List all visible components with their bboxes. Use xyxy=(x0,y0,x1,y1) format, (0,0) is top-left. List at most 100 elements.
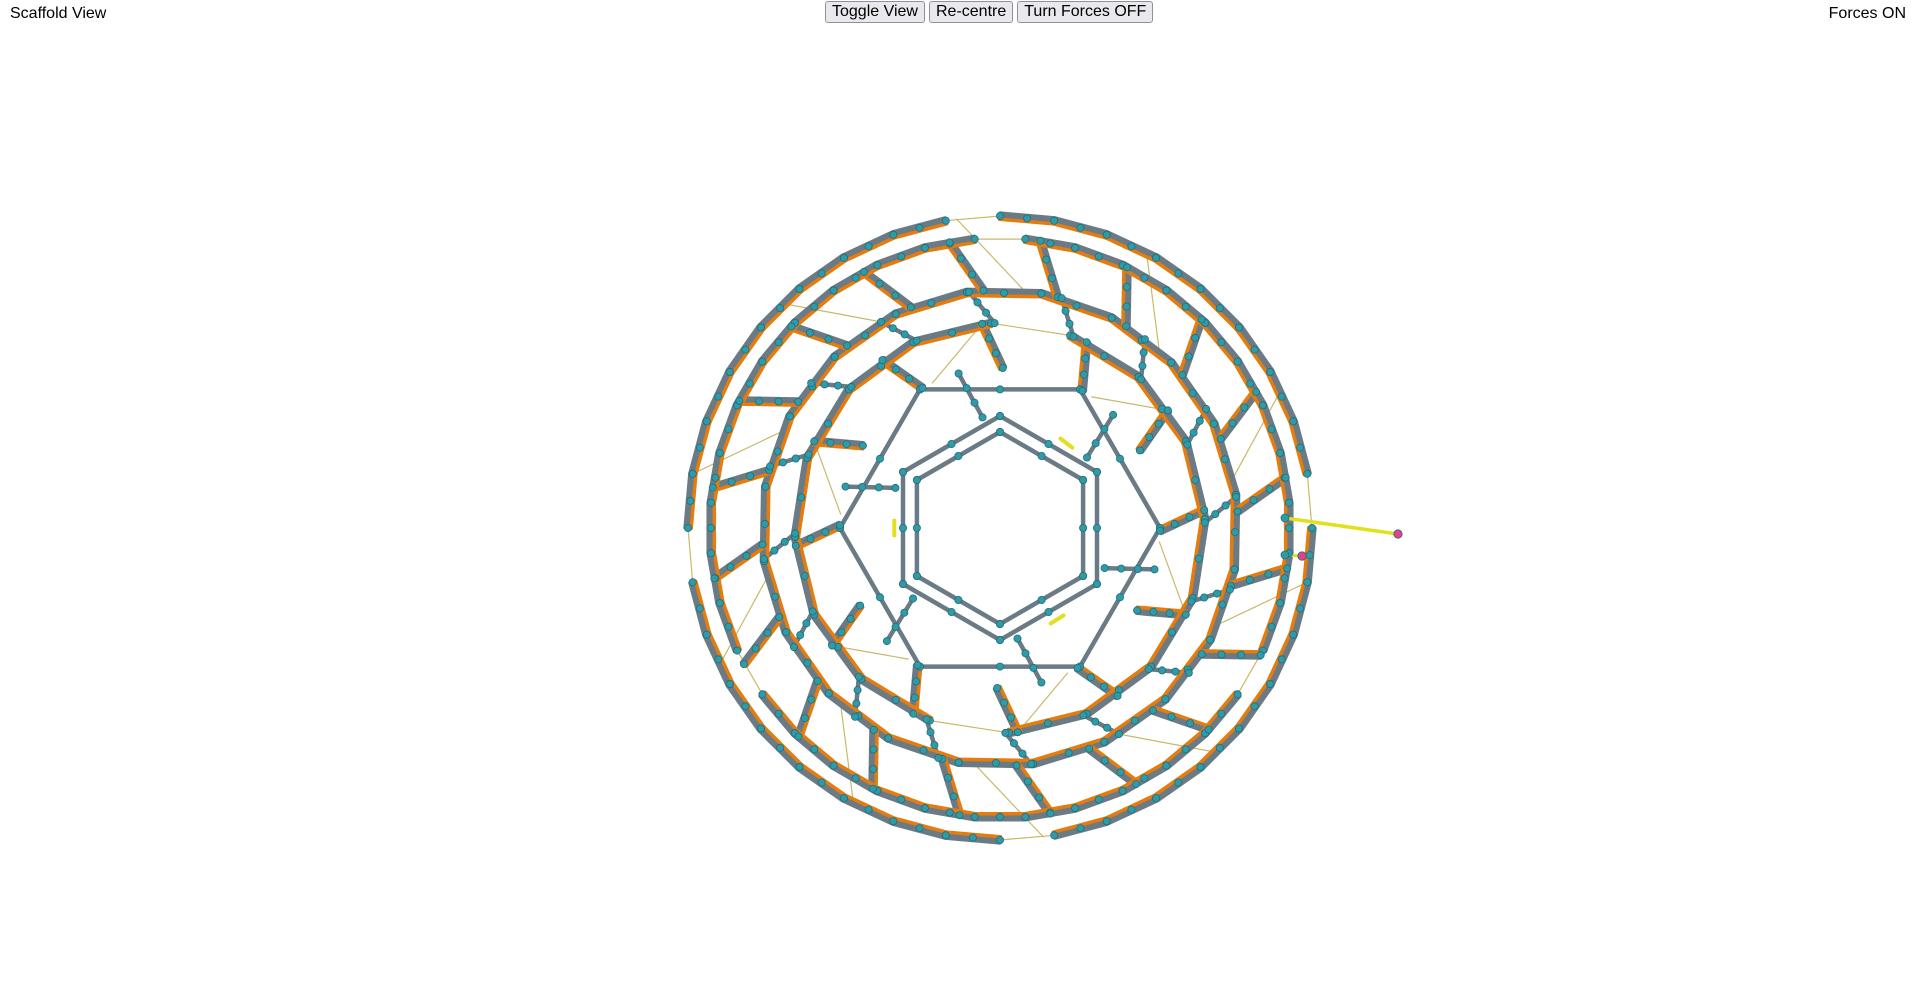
nucleotide xyxy=(948,328,957,337)
staple-segment xyxy=(1216,388,1256,439)
backbone-segment xyxy=(1218,389,1259,442)
backbone-segment xyxy=(796,678,820,739)
nucleotide xyxy=(817,778,826,787)
nucleotide xyxy=(688,578,697,587)
nucleotide xyxy=(830,352,839,361)
nucleotide xyxy=(1154,419,1163,428)
nucleotide xyxy=(1001,728,1010,737)
nucleotide xyxy=(889,817,898,826)
recentre-button[interactable]: Re-centre xyxy=(928,1,1014,23)
nucleotide xyxy=(858,441,867,450)
nucleotide xyxy=(968,833,977,842)
nucleotide xyxy=(1393,529,1403,539)
backbone-segment xyxy=(947,240,986,293)
nucleotide xyxy=(800,714,809,723)
staple-segment xyxy=(812,442,865,451)
toggle-view-button[interactable]: Toggle View xyxy=(825,1,925,23)
nucleotide xyxy=(1284,498,1293,507)
nucleotide xyxy=(1266,680,1275,689)
nucleotide xyxy=(808,607,817,616)
nucleotide xyxy=(833,381,842,390)
backbone-segment xyxy=(1199,651,1263,658)
nucleotide xyxy=(996,385,1005,394)
backbone-segment xyxy=(1015,636,1044,685)
backbone-segment xyxy=(863,267,915,307)
backbone-segment xyxy=(1127,265,1132,328)
nucleotide xyxy=(922,715,931,724)
nucleotide xyxy=(851,774,860,783)
nucleotide xyxy=(1250,345,1259,354)
crossover-link xyxy=(736,649,764,695)
nucleotide xyxy=(776,304,785,313)
staple-segment xyxy=(1200,649,1263,654)
nucleotide xyxy=(791,541,800,550)
nucleotide xyxy=(1069,332,1078,341)
backbone-segment xyxy=(737,398,801,405)
nucleotide xyxy=(763,628,772,637)
nucleotide xyxy=(1083,453,1092,462)
nucleotide xyxy=(684,524,693,533)
nucleotide xyxy=(1258,401,1267,410)
staple-segment xyxy=(874,728,879,791)
nucleotide xyxy=(807,379,816,388)
nucleotide xyxy=(944,773,953,782)
nucleotide xyxy=(1217,709,1226,718)
nucleotide xyxy=(771,592,780,601)
nucleotide xyxy=(1116,454,1125,463)
nucleotide xyxy=(840,253,849,262)
nucleotide xyxy=(1256,651,1265,660)
backbone-segment xyxy=(1102,565,1157,572)
backbone-segment xyxy=(884,596,916,644)
nucleotide xyxy=(1178,370,1187,379)
nucleotide xyxy=(1094,252,1103,261)
crossover-link xyxy=(840,704,855,805)
nucleotide xyxy=(707,524,716,533)
nucleotide xyxy=(1149,706,1158,715)
nucleotide xyxy=(1140,335,1149,344)
nucleotide xyxy=(824,689,833,698)
nucleotide xyxy=(695,443,704,452)
nucleotide xyxy=(891,483,900,492)
nucleotide xyxy=(1280,550,1290,560)
nucleotide xyxy=(1303,469,1312,478)
nucleotide xyxy=(864,242,873,251)
nucleotide xyxy=(1245,575,1254,584)
nucleotide xyxy=(979,286,988,295)
nucleotide xyxy=(962,384,971,393)
backbone-segment xyxy=(1150,708,1211,732)
nucleotide xyxy=(1250,702,1259,711)
staple-segment xyxy=(1152,705,1212,729)
nucleotide xyxy=(1195,416,1204,425)
backbone-segment xyxy=(739,613,779,665)
nucleotide xyxy=(1064,748,1073,757)
nucleotide xyxy=(1137,375,1146,384)
staple-segment xyxy=(712,471,772,493)
nucleotide xyxy=(1276,448,1285,457)
nucleotide xyxy=(1181,302,1190,311)
nucleotide xyxy=(1284,524,1293,533)
nucleotide xyxy=(1277,655,1286,664)
backbone-segment xyxy=(1228,566,1290,588)
nucleotide xyxy=(877,317,886,326)
backbone-segment xyxy=(843,484,898,491)
nucleotide xyxy=(733,646,742,655)
turn-forces-off-button[interactable]: Turn Forces OFF xyxy=(1017,1,1154,23)
nucleotide xyxy=(884,734,893,743)
nucleotide xyxy=(1122,322,1131,331)
nucleotide xyxy=(882,637,891,646)
staple-segment xyxy=(1017,761,1055,814)
nucleotide xyxy=(1235,724,1244,733)
forces-status-label: Forces ON xyxy=(1828,5,1906,22)
nucleotide xyxy=(920,243,929,252)
nucleotide xyxy=(1308,524,1317,533)
nucleotide xyxy=(841,482,850,491)
nucleotide xyxy=(1122,282,1131,291)
nucleotide xyxy=(856,601,865,610)
nucleotide xyxy=(842,440,851,449)
staple-segment xyxy=(1089,744,1140,784)
nucleotide xyxy=(991,759,1000,768)
nucleotide xyxy=(1035,793,1044,802)
nucleotide xyxy=(1158,666,1167,675)
nucleotide xyxy=(1133,606,1142,615)
